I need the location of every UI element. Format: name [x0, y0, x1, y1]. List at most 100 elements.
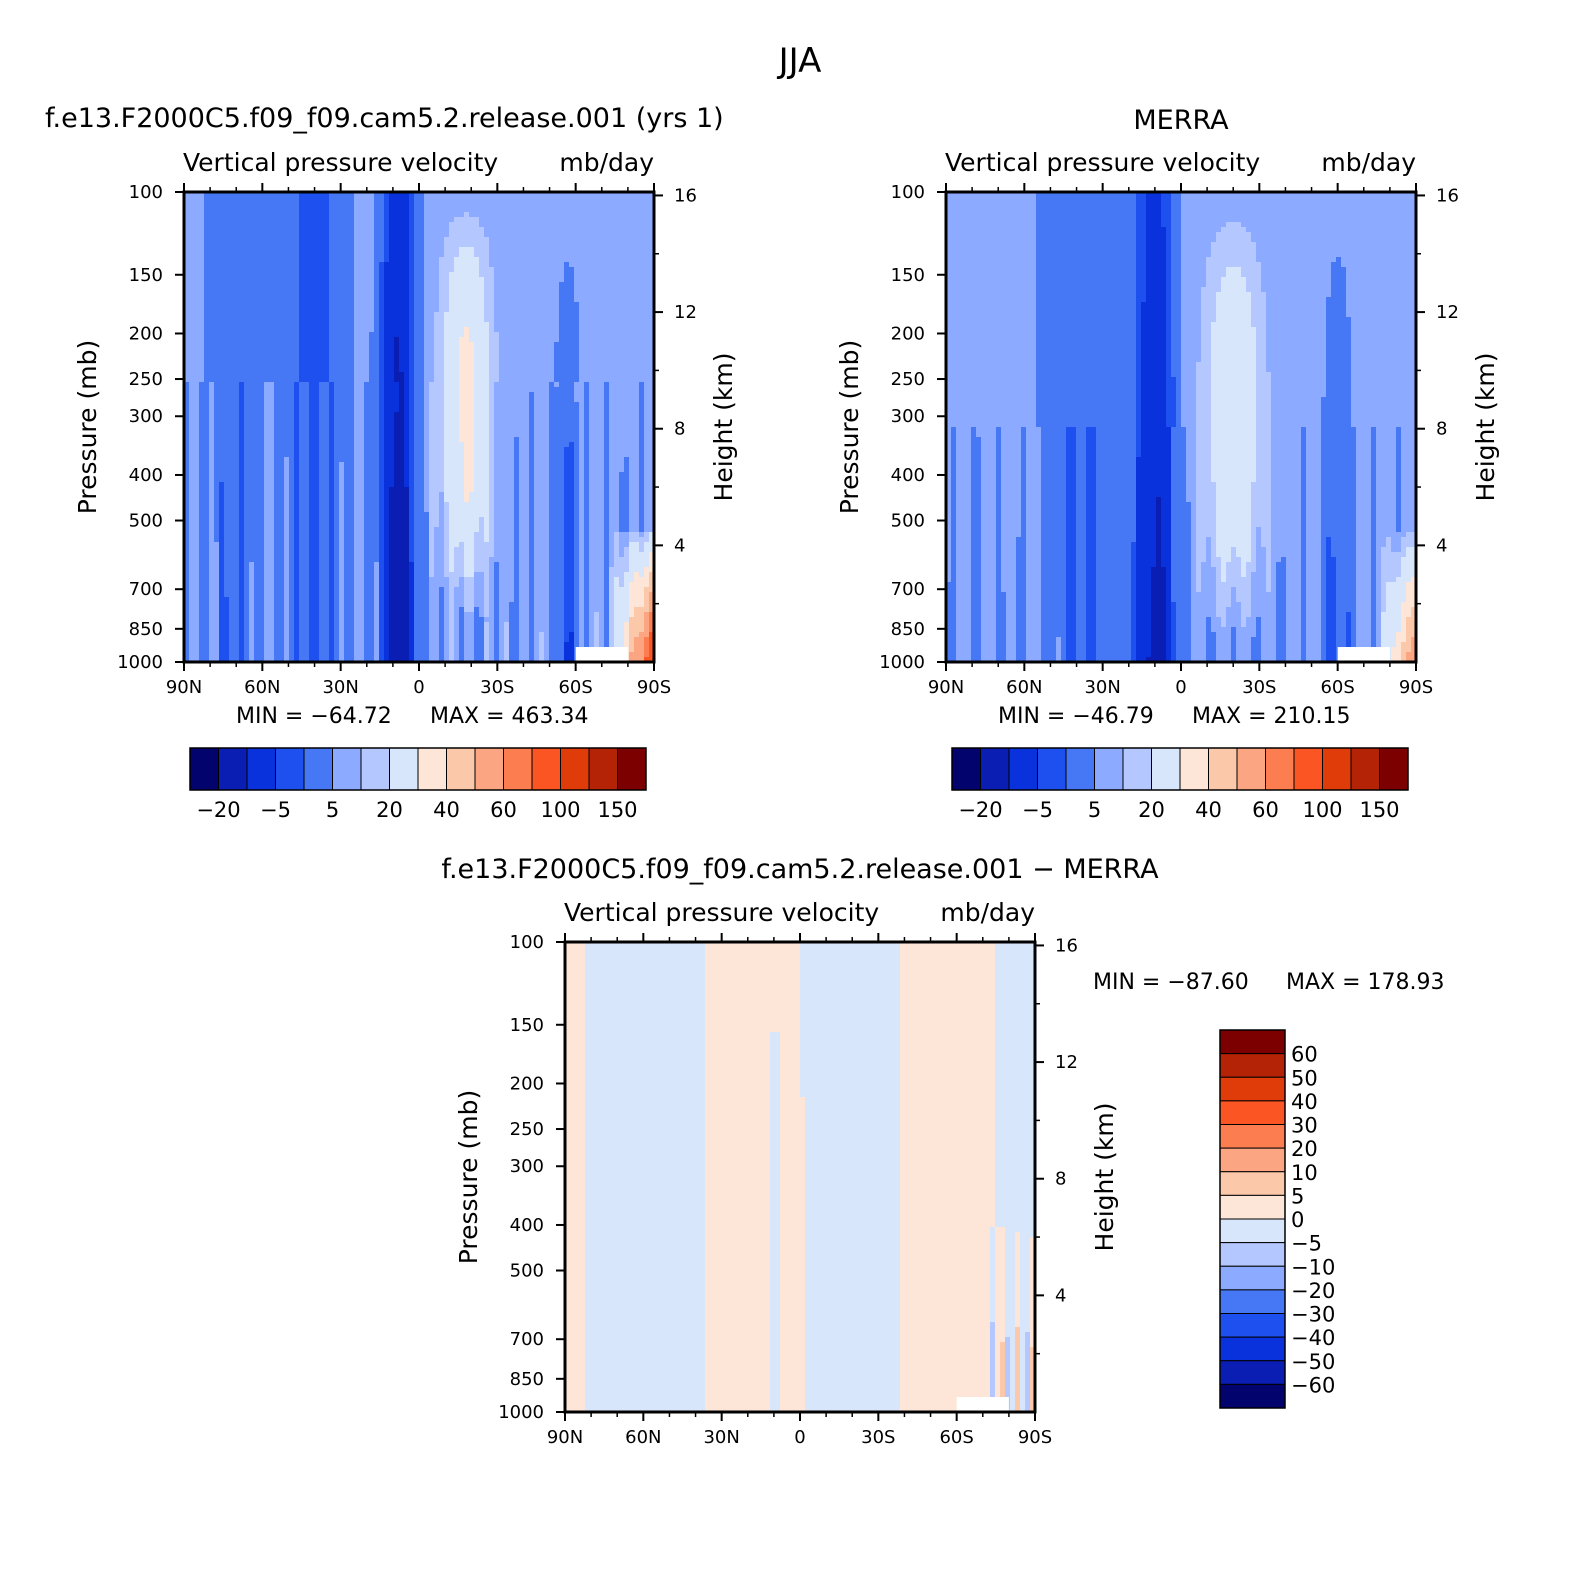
- field-cell: [354, 537, 360, 543]
- field-cell: [354, 572, 360, 578]
- field-cell: [289, 617, 295, 623]
- field-cell: [304, 657, 310, 662]
- field-cell: [364, 452, 370, 458]
- field-cell: [229, 297, 235, 303]
- field-cell: [359, 587, 365, 593]
- field-cell: [254, 347, 260, 353]
- field-cell: [309, 262, 315, 268]
- field-cell: [274, 312, 280, 318]
- field-cell: [189, 642, 195, 648]
- field-cell: [334, 577, 340, 583]
- field-cell: [249, 297, 255, 303]
- field-cell: [309, 557, 315, 563]
- field-cell: [444, 412, 450, 418]
- field-cell: [274, 572, 280, 578]
- field-cell: [359, 207, 365, 213]
- field-cell: [279, 567, 285, 573]
- field-cell: [209, 347, 215, 353]
- field-cell: [224, 482, 230, 488]
- field-cell: [229, 327, 235, 333]
- field-cell: [444, 542, 450, 548]
- field-cell: [309, 427, 315, 433]
- field-cell: [294, 442, 300, 448]
- field-cell: [424, 372, 430, 378]
- field-cell: [204, 352, 210, 358]
- field-cell: [304, 372, 310, 378]
- field-cell: [334, 607, 340, 613]
- field-cell: [264, 192, 270, 198]
- field-cell: [229, 217, 235, 223]
- field-cell: [424, 582, 430, 588]
- field-cell: [444, 382, 450, 388]
- field-cell: [374, 522, 380, 528]
- field-cell: [374, 277, 380, 283]
- field-cell: [239, 472, 245, 478]
- field-cell: [359, 387, 365, 393]
- field-cell: [409, 272, 415, 278]
- field-cell: [184, 307, 190, 313]
- field-cell: [419, 627, 425, 633]
- field-cell: [394, 572, 400, 578]
- field-cell: [299, 392, 305, 398]
- field-cell: [414, 437, 420, 443]
- field-cell: [439, 497, 445, 503]
- field-cell: [409, 387, 415, 393]
- field-cell: [374, 407, 380, 413]
- field-cell: [254, 447, 260, 453]
- field-cell: [414, 202, 420, 208]
- field-cell: [234, 547, 240, 553]
- field-cell: [389, 407, 395, 413]
- field-cell: [184, 417, 190, 423]
- field-cell: [429, 247, 435, 253]
- field-cell: [379, 382, 385, 388]
- field-cell: [209, 197, 215, 203]
- field-cell: [234, 332, 240, 338]
- field-cell: [364, 332, 370, 338]
- field-cell: [219, 287, 225, 293]
- field-cell: [429, 317, 435, 323]
- field-cell: [399, 217, 405, 223]
- field-cell: [419, 212, 425, 218]
- field-cell: [194, 497, 200, 503]
- field-cell: [299, 442, 305, 448]
- field-cell: [184, 262, 190, 268]
- field-cell: [299, 387, 305, 393]
- field-cell: [214, 307, 220, 313]
- field-cell: [359, 652, 365, 658]
- field-cell: [344, 517, 350, 523]
- field-cell: [214, 492, 220, 498]
- field-cell: [224, 322, 230, 328]
- field-cell: [274, 307, 280, 313]
- field-cell: [224, 442, 230, 448]
- field-cell: [249, 352, 255, 358]
- field-cell: [384, 517, 390, 523]
- field-cell: [349, 362, 355, 368]
- field-cell: [309, 647, 315, 653]
- field-cell: [429, 632, 435, 638]
- field-cell: [194, 577, 200, 583]
- field-cell: [424, 387, 430, 393]
- field-cell: [324, 612, 330, 618]
- field-cell: [364, 482, 370, 488]
- field-cell: [234, 217, 240, 223]
- field-cell: [339, 622, 345, 628]
- field-cell: [239, 307, 245, 313]
- field-cell: [354, 222, 360, 228]
- field-cell: [394, 577, 400, 583]
- field-cell: [279, 422, 285, 428]
- field-cell: [429, 287, 435, 293]
- field-cell: [359, 547, 365, 553]
- field-cell: [374, 617, 380, 623]
- field-cell: [429, 402, 435, 408]
- field-cell: [229, 377, 235, 383]
- field-cell: [399, 547, 405, 553]
- field-cell: [334, 237, 340, 243]
- field-cell: [239, 357, 245, 363]
- field-cell: [189, 262, 195, 268]
- field-cell: [439, 617, 445, 623]
- field-cell: [224, 252, 230, 258]
- field-cell: [309, 227, 315, 233]
- field-cell: [249, 637, 255, 643]
- field-cell: [284, 232, 290, 238]
- field-cell: [309, 522, 315, 528]
